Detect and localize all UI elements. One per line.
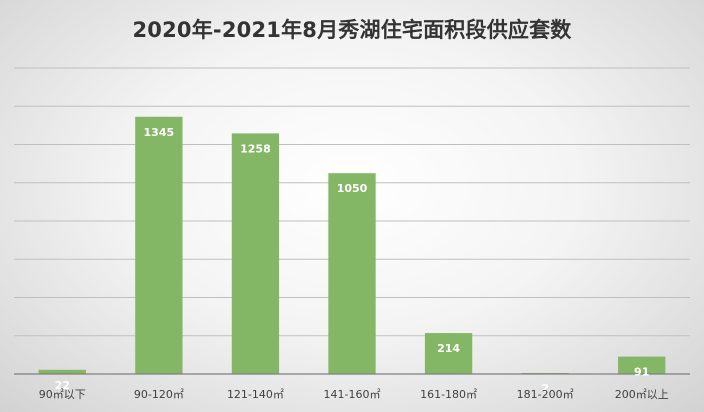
- x-tick-label: 161-180㎡: [420, 388, 477, 401]
- data-labels: 22 1345 1258 1050 214 2 91: [55, 126, 650, 395]
- bars: [38, 116, 666, 375]
- bar: [231, 133, 280, 374]
- bar: [424, 333, 473, 374]
- x-tick-label: 181-200㎡: [517, 388, 574, 401]
- data-label: 2: [541, 382, 549, 395]
- data-label: 1345: [144, 126, 175, 139]
- data-label: 214: [437, 342, 460, 355]
- bar: [328, 173, 376, 374]
- x-tick-label: 141-160㎡: [324, 388, 381, 401]
- x-tick-label: 90㎡以下: [39, 388, 86, 401]
- x-tick-labels: 90㎡以下 90-120㎡ 121-140㎡ 141-160㎡ 161-180㎡ 181-…: [39, 388, 669, 401]
- data-label: 1050: [337, 182, 368, 195]
- data-label: 91: [634, 366, 649, 379]
- x-tick-label: 121-140㎡: [227, 388, 284, 401]
- data-label: 22: [55, 379, 70, 392]
- x-tick-label: 200㎡以上: [615, 388, 669, 401]
- x-tick-label: 90-120㎡: [134, 388, 184, 401]
- bar: [38, 369, 86, 374]
- chart-title: 2020年-2021年8月秀湖住宅面积段供应套数: [132, 18, 572, 42]
- data-label: 1258: [240, 142, 271, 155]
- bar: [135, 116, 183, 375]
- bar: [618, 356, 666, 374]
